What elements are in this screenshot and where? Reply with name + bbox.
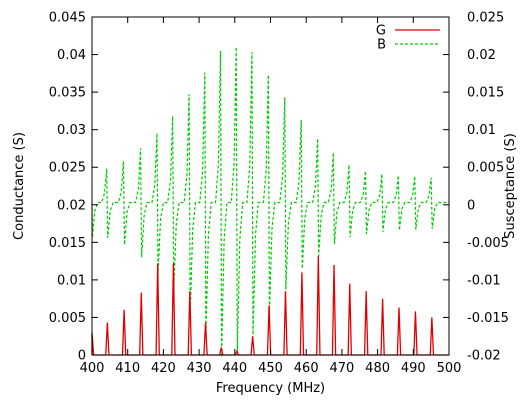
y-left-tick-label: 0.01	[57, 273, 86, 288]
x-tick-label: 420	[151, 361, 176, 376]
axes-layer: 400 410 420 430 440 450 460 470 480 490 500 0 0.005 0…	[49, 11, 509, 377]
series-g-line	[91, 255, 449, 356]
y-axis-left-label: Conductance (S)	[12, 132, 27, 240]
y-left-tick-label: 0.03	[57, 123, 86, 138]
x-tick-label: 450	[258, 361, 283, 376]
x-tick-label: 460	[294, 361, 319, 376]
y-left-tick-label: 0.005	[49, 311, 86, 326]
legend-label-g: G	[376, 24, 386, 39]
legend: G B	[376, 24, 440, 53]
legend-label-b: B	[377, 38, 386, 53]
x-tick-label: 400	[80, 361, 105, 376]
y-left-tick-label: 0.015	[49, 236, 86, 251]
y-right-tick-label: 0	[467, 198, 475, 213]
x-tick-label: 480	[365, 361, 390, 376]
y-right-tick-label: 0.005	[467, 161, 504, 176]
plot-layer	[91, 47, 449, 358]
x-tick-label: 490	[401, 361, 426, 376]
y-axis-right-label: Susceptance (S)	[503, 133, 518, 239]
y-right-tick-label: 0.02	[467, 48, 496, 63]
x-tick-label: 430	[187, 361, 212, 376]
y-left-tick-label: 0	[78, 349, 86, 364]
y-left-tick-label: 0.045	[49, 11, 86, 26]
x-tick-label: 470	[329, 361, 354, 376]
y-right-tick-label: 0.015	[467, 86, 504, 101]
y-right-tick-label: -0.015	[467, 311, 509, 326]
y-right-tick-label: -0.02	[467, 349, 501, 364]
y-right-tick-label: 0.01	[467, 123, 496, 138]
y-left-tick-label: 0.025	[49, 161, 86, 176]
x-axis-label: Frequency (MHz)	[216, 381, 325, 396]
x-tick-label: 500	[437, 361, 462, 376]
plot-frame	[91, 16, 450, 356]
x-tick-label: 410	[115, 361, 140, 376]
y-left-tick-label: 0.02	[57, 198, 86, 213]
y-right-tick-label: -0.01	[467, 273, 501, 288]
y-left-tick-label: 0.04	[57, 48, 86, 63]
y-left-tick-label: 0.035	[49, 86, 86, 101]
y-right-tick-label: 0.025	[467, 11, 504, 26]
y-right-tick-label: -0.005	[467, 236, 509, 251]
series-b-line	[91, 47, 449, 358]
x-tick-label: 440	[222, 361, 247, 376]
